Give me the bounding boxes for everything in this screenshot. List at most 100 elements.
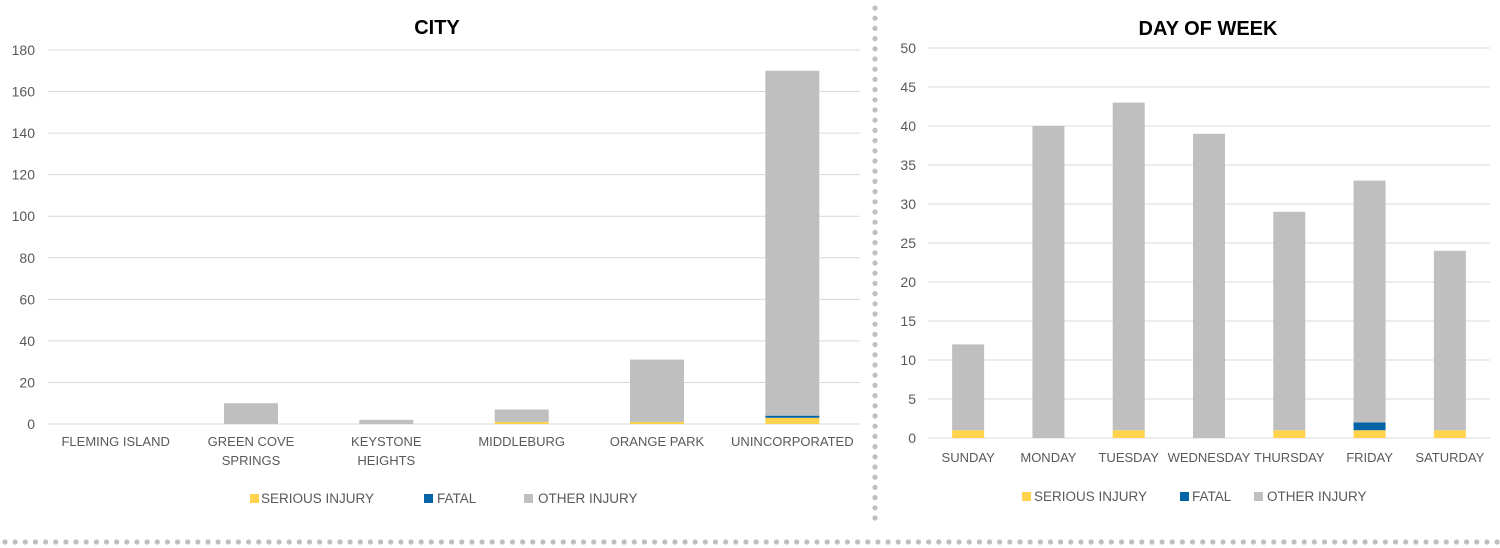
divider-dot: [418, 539, 424, 545]
divider-dot: [872, 97, 878, 103]
day-of-week-y-tick-label: 15: [900, 313, 916, 329]
divider-dot: [1250, 539, 1257, 545]
divider-dot: [459, 539, 465, 545]
divider-dot: [103, 539, 110, 545]
divider-dot: [872, 403, 878, 409]
day-of-week-bar-saturday-serious-injury: [1433, 430, 1466, 438]
divider-dot: [872, 362, 878, 368]
divider-dot: [872, 311, 878, 317]
day-of-week-y-tick-label: 35: [900, 157, 916, 173]
divider-dot: [367, 539, 373, 545]
divider-dot: [872, 15, 878, 21]
divider-dot: [1108, 539, 1114, 545]
city-bar-unincorporated-other-injury: [765, 70, 820, 416]
divider-dot: [1433, 539, 1439, 545]
divider-dot: [814, 539, 820, 545]
divider-dot: [540, 539, 546, 545]
divider-dot: [499, 539, 505, 545]
divider-dot: [872, 393, 878, 399]
divider-dot: [662, 539, 668, 545]
divider-dot: [2, 539, 8, 545]
divider-dot: [844, 539, 851, 545]
divider-dot: [872, 291, 878, 297]
divider-dot: [872, 168, 878, 174]
day-of-week-bar-tuesday-other-injury: [1112, 102, 1145, 431]
divider-dot: [1443, 539, 1449, 545]
divider-dot: [872, 454, 878, 460]
divider-dot: [83, 539, 89, 545]
divider-dot: [580, 539, 587, 545]
city-y-tick-label: 80: [19, 250, 35, 266]
divider-dot: [246, 539, 252, 545]
day-of-week-bar-monday-other-injury: [1032, 126, 1065, 438]
divider-dot: [1159, 539, 1165, 545]
day-of-week-y-tick-label: 40: [900, 118, 916, 134]
legend-swatch-fatal: [1180, 492, 1189, 501]
divider-dot: [509, 539, 516, 545]
divider-dot: [692, 539, 698, 545]
day-of-week-bar-tuesday-serious-injury: [1112, 430, 1145, 438]
day-of-week-y-tick-label: 50: [900, 40, 916, 56]
day-of-week-bar-saturday-other-injury: [1433, 250, 1466, 431]
divider-dot: [1484, 539, 1490, 545]
divider-dot: [872, 352, 878, 358]
divider-dot: [398, 539, 404, 545]
divider-dot: [428, 539, 434, 545]
divider-dot: [1372, 539, 1378, 545]
divider-dot: [1311, 539, 1317, 545]
divider-dot: [872, 321, 878, 327]
divider-dot: [1078, 539, 1084, 545]
divider-dot: [530, 539, 536, 545]
divider-dot: [872, 127, 878, 133]
city-y-tick-label: 140: [12, 125, 36, 141]
divider-dot: [872, 413, 878, 419]
day-of-week-bar-friday-serious-injury: [1353, 430, 1386, 438]
divider-dot: [763, 539, 769, 545]
day-of-week-x-label-wednesday: WEDNESDAY: [1168, 450, 1251, 465]
divider-dot: [1179, 539, 1185, 545]
divider-dot: [905, 539, 911, 545]
divider-dot: [621, 539, 627, 545]
divider-dot: [1342, 539, 1348, 545]
divider-dot: [872, 229, 878, 235]
day-of-week-y-tick-label: 10: [900, 352, 916, 368]
day-of-week-x-label-thursday: THURSDAY: [1254, 450, 1325, 465]
city-y-tick-label: 60: [19, 291, 35, 307]
divider-dot: [266, 539, 272, 545]
divider-dot: [1139, 539, 1145, 545]
city-x-label-green-cove-springs: GREEN COVE SPRINGS: [208, 434, 295, 468]
divider-dot: [872, 484, 878, 490]
city-y-tick-label: 160: [12, 84, 36, 100]
divider-dot: [550, 539, 556, 545]
day-of-week-y-tick-label: 25: [900, 235, 916, 251]
city-y-tick-label: 100: [12, 208, 36, 224]
divider-dot: [1230, 539, 1236, 545]
city-bar-green-cove-springs-other-injury: [224, 403, 278, 424]
city-y-tick-label: 20: [19, 374, 35, 390]
divider-dot: [936, 539, 942, 545]
divider-dot: [872, 464, 878, 470]
divider-dot: [872, 433, 878, 439]
day-of-week-bar-sunday-serious-injury: [952, 430, 985, 438]
divider-dot: [256, 539, 262, 545]
divider-dot: [1403, 539, 1409, 545]
divider-dot: [185, 539, 191, 545]
divider-dot: [872, 444, 878, 450]
divider-dot: [794, 539, 800, 545]
day-of-week-bar-friday-other-injury: [1353, 180, 1386, 423]
divider-dot: [1220, 539, 1226, 545]
city-x-label-middleburg: MIDDLEBURG: [478, 434, 565, 449]
city-x-label-fleming-island: FLEMING ISLAND: [61, 434, 169, 449]
city-y-tick-label: 180: [12, 42, 36, 58]
divider-dot: [1129, 539, 1135, 545]
divider-dot: [872, 280, 878, 286]
city-y-tick-label: 40: [19, 333, 35, 349]
legend-swatch-other-injury: [1254, 492, 1263, 501]
divider-dot: [872, 301, 878, 307]
divider-dot: [520, 539, 526, 545]
divider-dot: [712, 539, 719, 545]
divider-dot: [872, 56, 878, 62]
city-y-tick-label: 0: [27, 416, 35, 432]
divider-dot: [205, 539, 211, 545]
divider-dot: [652, 539, 658, 545]
